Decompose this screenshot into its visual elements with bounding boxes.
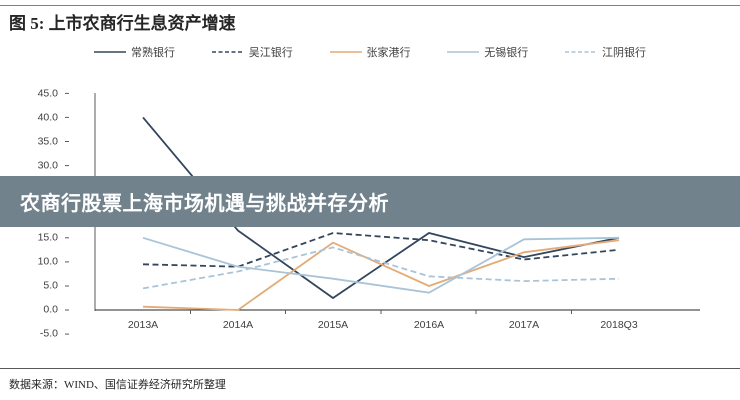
svg-text:2013A: 2013A bbox=[128, 319, 158, 331]
svg-text:-5.0: -5.0 bbox=[40, 328, 58, 340]
svg-text:15.0: 15.0 bbox=[38, 232, 59, 244]
svg-text:35.0: 35.0 bbox=[38, 136, 59, 148]
svg-text:2017A: 2017A bbox=[509, 319, 539, 331]
svg-text:2018Q3: 2018Q3 bbox=[600, 319, 638, 331]
svg-text:2014A: 2014A bbox=[223, 319, 253, 331]
svg-text:5.0: 5.0 bbox=[43, 280, 58, 292]
svg-text:30.0: 30.0 bbox=[38, 160, 59, 172]
svg-text:2015A: 2015A bbox=[318, 319, 348, 331]
svg-text:40.0: 40.0 bbox=[38, 112, 59, 124]
svg-text:2016A: 2016A bbox=[414, 319, 444, 331]
svg-text:10.0: 10.0 bbox=[38, 256, 59, 268]
svg-text:0.0: 0.0 bbox=[43, 304, 58, 316]
svg-text:45.0: 45.0 bbox=[38, 88, 59, 100]
